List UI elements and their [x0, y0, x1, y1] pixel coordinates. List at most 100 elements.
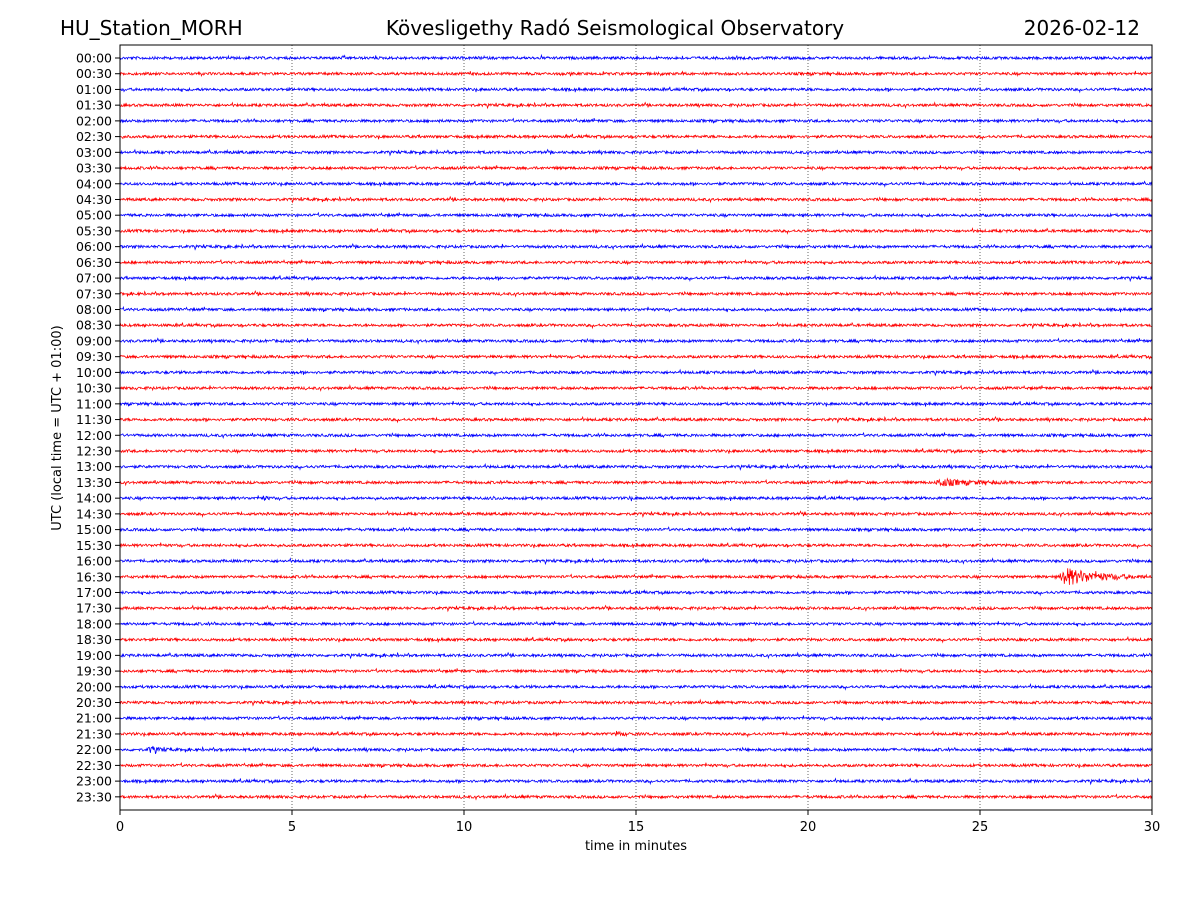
- y-tick-label: 19:30: [76, 664, 112, 679]
- y-tick-label: 05:30: [76, 223, 112, 238]
- trace-1300: [119, 463, 1153, 471]
- y-tick-label: 02:00: [76, 113, 112, 128]
- y-tick-label: 18:00: [76, 616, 112, 631]
- trace-0400: [119, 180, 1153, 188]
- trace-2130: [119, 730, 1153, 738]
- y-tick-label: 16:00: [76, 554, 112, 569]
- y-tick-label: 03:00: [76, 145, 112, 160]
- trace-0600: [119, 242, 1153, 251]
- trace-0030: [119, 70, 1153, 78]
- trace-1730: [119, 604, 1153, 613]
- trace-1100: [119, 400, 1153, 408]
- trace-0100: [119, 86, 1153, 94]
- trace-2330: [119, 793, 1153, 801]
- trace-1900: [119, 651, 1153, 660]
- y-tick-label: 12:00: [76, 428, 112, 443]
- station-label: HU_Station_MORH: [60, 16, 243, 40]
- y-tick-label: 09:30: [76, 349, 112, 364]
- x-tick-label: 25: [972, 820, 989, 835]
- y-tick-label: 17:30: [76, 601, 112, 616]
- trace-1230: [119, 447, 1152, 455]
- trace-2200: [119, 745, 1152, 754]
- y-tick-label: 06:30: [76, 255, 112, 270]
- y-tick-label: 20:30: [76, 695, 112, 710]
- y-tick-label: 00:30: [76, 66, 112, 81]
- trace-1700: [119, 589, 1153, 597]
- trace-1530: [119, 542, 1152, 550]
- y-tick-label: 11:00: [76, 396, 112, 411]
- grid: [291, 45, 981, 810]
- y-tick-label: 09:00: [76, 333, 112, 348]
- trace-1930: [119, 667, 1153, 675]
- chart-title: Kövesligethy Radó Seismological Observat…: [386, 16, 844, 40]
- x-tick-label: 15: [628, 820, 645, 835]
- trace-1630: [119, 568, 1153, 585]
- trace-0430: [119, 195, 1153, 204]
- trace-2100: [119, 714, 1153, 722]
- trace-2300: [119, 777, 1153, 786]
- y-tick-label: 22:30: [76, 758, 112, 773]
- y-tick-label: 05:00: [76, 208, 112, 223]
- y-tick-label: 08:00: [76, 302, 112, 317]
- y-tick-label: 15:30: [76, 538, 112, 553]
- y-tick-label: 00:00: [76, 51, 112, 66]
- y-tick-label: 04:30: [76, 192, 112, 207]
- y-tick-label: 16:30: [76, 569, 112, 584]
- trace-1430: [119, 509, 1153, 518]
- trace-0530: [120, 227, 1153, 235]
- x-tick-label: 5: [288, 820, 296, 835]
- y-tick-label: 01:00: [76, 82, 112, 97]
- traces: [119, 53, 1153, 801]
- y-tick-label: 18:30: [76, 632, 112, 647]
- trace-0200: [119, 117, 1153, 125]
- trace-2000: [119, 683, 1153, 691]
- y-tick-label: 14:00: [76, 491, 112, 506]
- y-tick-label: 14:30: [76, 506, 112, 521]
- y-tick-label: 20:00: [76, 679, 112, 694]
- y-tick-label: 21:00: [76, 711, 112, 726]
- y-tick-label: 08:30: [76, 318, 112, 333]
- trace-1200: [119, 431, 1153, 440]
- y-tick-label: 06:00: [76, 239, 112, 254]
- trace-1600: [119, 557, 1153, 566]
- y-ticks: 00:0000:3001:0001:3002:0002:3003:0003:30…: [76, 51, 120, 804]
- trace-1330: [119, 477, 1153, 487]
- trace-2230: [119, 761, 1153, 769]
- trace-1000: [119, 368, 1153, 377]
- trace-0700: [119, 274, 1153, 283]
- y-tick-label: 21:30: [76, 726, 112, 741]
- y-tick-label: 10:30: [76, 381, 112, 396]
- trace-1500: [119, 526, 1153, 533]
- trace-0300: [119, 148, 1153, 157]
- y-tick-label: 02:30: [76, 129, 112, 144]
- y-tick-label: 15:00: [76, 522, 112, 537]
- x-axis-label: time in minutes: [585, 839, 687, 854]
- trace-0730: [119, 290, 1153, 298]
- trace-1130: [119, 415, 1153, 424]
- y-tick-label: 11:30: [76, 412, 112, 427]
- y-tick-label: 17:00: [76, 585, 112, 600]
- x-tick-label: 30: [1144, 820, 1161, 835]
- y-tick-label: 07:30: [76, 286, 112, 301]
- trace-0330: [119, 164, 1153, 172]
- y-tick-label: 23:30: [76, 789, 112, 804]
- date-label: 2026-02-12: [1024, 16, 1140, 40]
- x-tick-label: 0: [116, 820, 124, 835]
- trace-0230: [119, 133, 1153, 141]
- trace-1830: [119, 635, 1153, 644]
- trace-0830: [119, 321, 1152, 330]
- y-tick-label: 03:30: [76, 161, 112, 176]
- y-tick-label: 10:00: [76, 365, 112, 380]
- trace-1800: [119, 620, 1153, 628]
- x-ticks: 0 5 10 15 20 25 30: [116, 810, 1160, 835]
- y-tick-label: 13:00: [76, 459, 112, 474]
- trace-1030: [119, 384, 1153, 392]
- y-tick-label: 13:30: [76, 475, 112, 490]
- y-axis-label: UTC (local time = UTC + 01:00): [50, 325, 65, 530]
- y-tick-label: 04:00: [76, 176, 112, 191]
- trace-2030: [119, 698, 1153, 707]
- y-tick-label: 22:00: [76, 742, 112, 757]
- y-tick-label: 01:30: [76, 98, 112, 113]
- x-tick-label: 20: [800, 820, 817, 835]
